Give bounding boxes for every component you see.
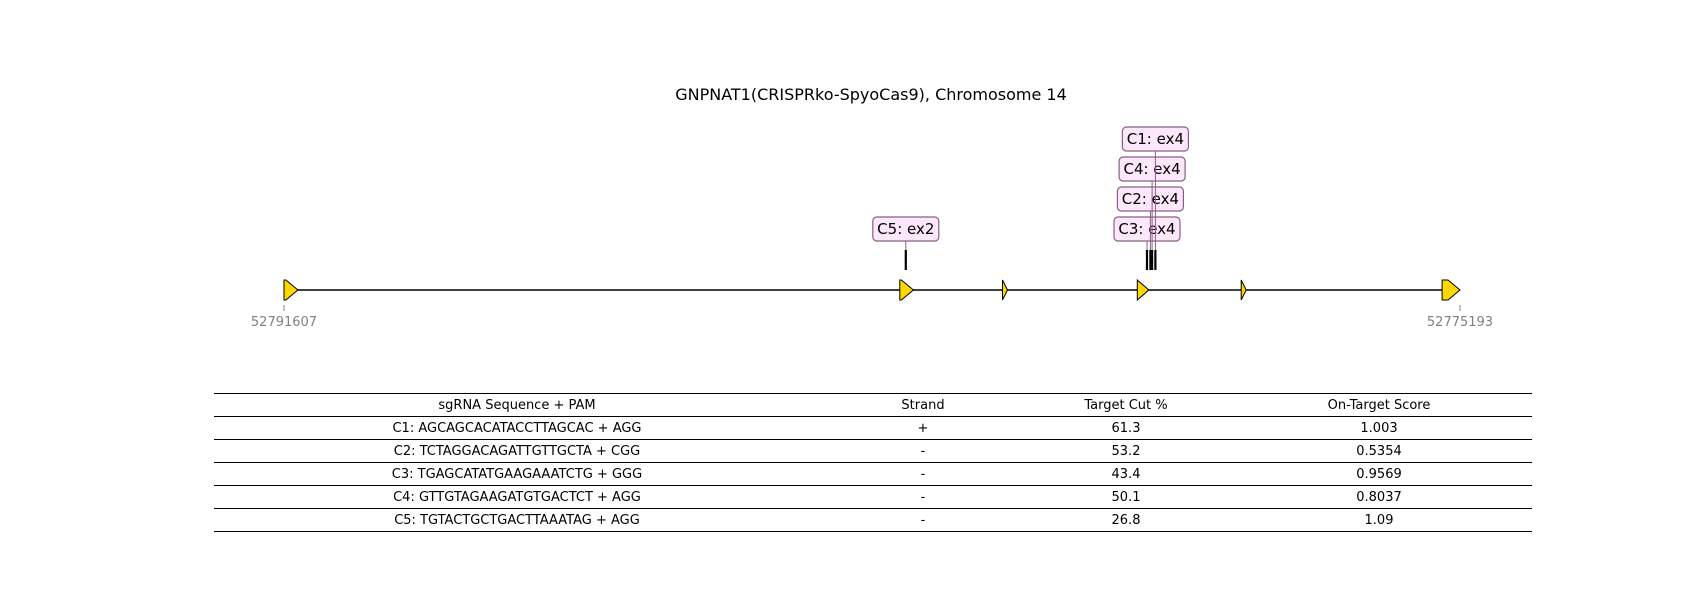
cut-sites bbox=[904, 250, 1157, 270]
cell-cut-percent: 43.4 bbox=[1026, 462, 1226, 486]
exon-3 bbox=[1002, 279, 1009, 301]
exon-2 bbox=[899, 279, 915, 301]
cell-sequence: C4: GTTGTAGAAGATGTGACTCT + AGG bbox=[214, 485, 820, 509]
cell-sequence: C2: TCTAGGACAGATTGTTGCTA + CGG bbox=[214, 439, 820, 463]
exon-6 bbox=[1441, 279, 1461, 301]
start-coordinate-label: 52791607 bbox=[251, 315, 317, 330]
cell-score: 0.9569 bbox=[1226, 462, 1532, 486]
exons bbox=[283, 278, 1461, 302]
guide-label-box-c5 bbox=[872, 216, 940, 242]
exon-1 bbox=[283, 279, 299, 301]
start-coordinate-marker: 52791607 bbox=[251, 305, 317, 330]
table-row: C4: GTTGTAGAAGATGTGACTCT + AGG - 50.1 0.… bbox=[214, 485, 1532, 509]
header-on-target-score: On-Target Score bbox=[1226, 393, 1532, 417]
guide-label-c3: C3: ex4 bbox=[1118, 220, 1175, 238]
guide-label-box-c2 bbox=[1116, 186, 1185, 212]
exon-4 bbox=[1136, 278, 1150, 302]
cell-score: 1.09 bbox=[1226, 508, 1532, 532]
end-coordinate-marker: 52775193 bbox=[1427, 305, 1493, 330]
cell-strand: - bbox=[820, 439, 1026, 463]
cell-strand: - bbox=[820, 462, 1026, 486]
table-row: C2: TCTAGGACAGATTGTTGCTA + CGG - 53.2 0.… bbox=[214, 439, 1532, 463]
cell-strand: - bbox=[820, 485, 1026, 509]
guide-labels: C5: ex2 C3: ex4 C2: ex4 C4: ex4 C1: ex4 bbox=[872, 126, 1190, 250]
end-coordinate-label: 52775193 bbox=[1427, 315, 1493, 330]
cell-sequence: C1: AGCAGCACATACCTTAGCAC + AGG bbox=[214, 416, 820, 440]
table-header-row: sgRNA Sequence + PAM Strand Target Cut %… bbox=[214, 393, 1532, 417]
cell-cut-percent: 53.2 bbox=[1026, 439, 1226, 463]
cell-sequence: C5: TGTACTGCTGACTTAAATAG + AGG bbox=[214, 508, 820, 532]
table-row: C1: AGCAGCACATACCTTAGCAC + AGG + 61.3 1.… bbox=[214, 416, 1532, 440]
guide-label-c4: C4: ex4 bbox=[1123, 160, 1180, 178]
guide-label-c5: C5: ex2 bbox=[877, 220, 934, 238]
guide-label-box-c1 bbox=[1121, 126, 1190, 152]
guide-label-box-c3 bbox=[1113, 216, 1181, 242]
cell-strand: + bbox=[820, 416, 1026, 440]
header-strand: Strand bbox=[820, 393, 1026, 417]
table-row: C3: TGAGCATATGAAGAAATCTG + GGG - 43.4 0.… bbox=[214, 462, 1532, 486]
cell-strand: - bbox=[820, 508, 1026, 532]
header-cut-percent: Target Cut % bbox=[1026, 393, 1226, 417]
guide-table: sgRNA Sequence + PAM Strand Target Cut %… bbox=[214, 393, 1532, 532]
cell-cut-percent: 61.3 bbox=[1026, 416, 1226, 440]
figure-title: GNPNAT1(CRISPRko-SpyoCas9), Chromosome 1… bbox=[675, 85, 1067, 104]
guide-label-box-c4 bbox=[1118, 156, 1186, 182]
cell-score: 1.003 bbox=[1226, 416, 1532, 440]
exon-5 bbox=[1240, 279, 1247, 301]
cell-cut-percent: 26.8 bbox=[1026, 508, 1226, 532]
table-row: C5: TGTACTGCTGACTTAAATAG + AGG - 26.8 1.… bbox=[214, 508, 1532, 532]
cell-cut-percent: 50.1 bbox=[1026, 485, 1226, 509]
cell-sequence: C3: TGAGCATATGAAGAAATCTG + GGG bbox=[214, 462, 820, 486]
cell-score: 0.5354 bbox=[1226, 439, 1532, 463]
header-sequence: sgRNA Sequence + PAM bbox=[214, 393, 820, 417]
guide-label-c1: C1: ex4 bbox=[1127, 130, 1184, 148]
cell-score: 0.8037 bbox=[1226, 485, 1532, 509]
guide-label-c2: C2: ex4 bbox=[1122, 190, 1179, 208]
